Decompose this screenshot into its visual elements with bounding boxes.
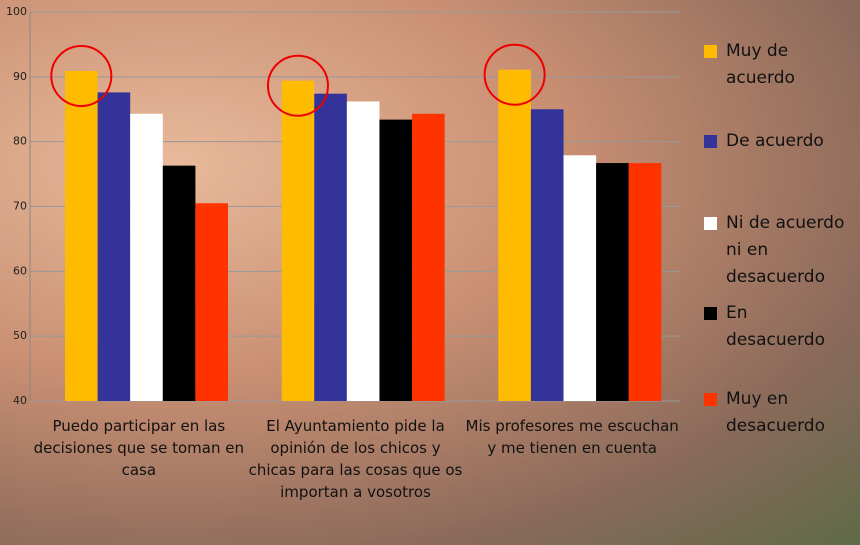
highlight-circle: [266, 54, 329, 117]
bar: [498, 69, 531, 402]
bar: [346, 101, 380, 401]
y-tick-label: 80: [13, 135, 27, 148]
legend-swatch: [704, 217, 717, 230]
bar: [596, 163, 629, 401]
bar: [412, 113, 445, 401]
bar: [65, 70, 98, 401]
x-tick-label: Puedo participar en las decisiones que s…: [33, 417, 244, 479]
legend-item: Muy de acuerdo: [704, 38, 854, 92]
x-tick-label: Mis profesores me escuchan y me tienen e…: [465, 417, 679, 457]
legend-item: En desacuerdo: [704, 300, 854, 354]
legend-swatch: [704, 135, 717, 148]
bar: [130, 113, 163, 401]
y-tick-label: 70: [13, 200, 27, 213]
y-tick-label: 40: [13, 394, 27, 407]
legend-swatch: [704, 307, 717, 320]
y-tick-label: 90: [13, 70, 27, 83]
legend-label: En desacuerdo: [726, 303, 825, 350]
legend-item: De acuerdo: [704, 128, 854, 155]
bar: [530, 109, 564, 401]
bar: [97, 92, 131, 401]
legend-swatch: [704, 393, 717, 406]
legend-label: De acuerdo: [726, 131, 824, 151]
bar: [628, 163, 662, 401]
bar: [314, 93, 347, 401]
bar: [195, 203, 228, 401]
legend-label: Ni de acuerdo ni en desacuerdo: [726, 213, 845, 287]
bar: [162, 165, 196, 401]
highlight-circle: [50, 44, 113, 107]
x-tick-label: El Ayuntamiento pide la opinión de los c…: [248, 417, 463, 501]
legend-label: Muy de acuerdo: [726, 41, 795, 88]
bar: [379, 119, 413, 401]
highlight-circle: [483, 43, 546, 106]
bar: [281, 80, 315, 402]
legend-swatch: [704, 45, 717, 58]
legend-item: Muy en desacuerdo: [704, 386, 854, 440]
y-tick-label: 60: [13, 264, 27, 277]
legend-label: Muy en desacuerdo: [726, 389, 825, 436]
legend-item: Ni de acuerdo ni en desacuerdo: [704, 210, 854, 291]
bar: [563, 155, 597, 401]
y-tick-label: 50: [13, 329, 27, 342]
y-tick-label: 100: [6, 5, 27, 18]
